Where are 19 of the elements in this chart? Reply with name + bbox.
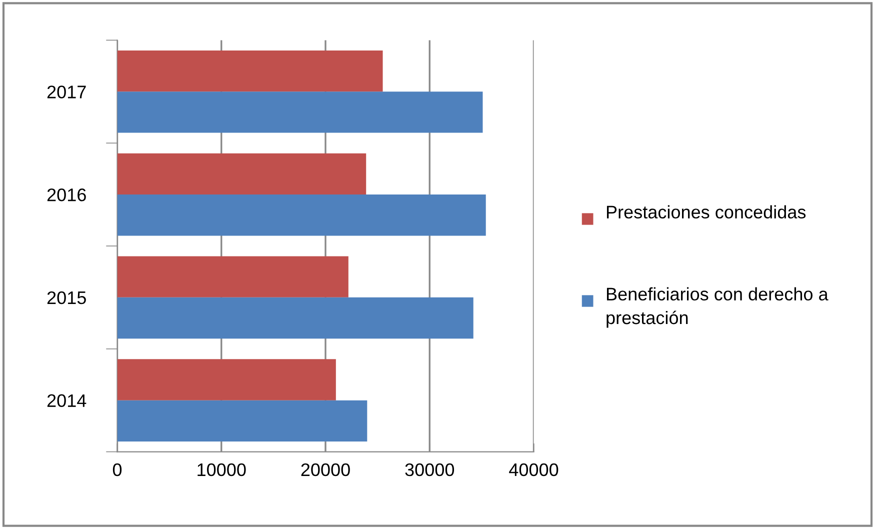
legend-label: Prestaciones concedidas [606, 205, 806, 219]
x-tick-label: 10000 [198, 463, 246, 476]
x-tick-label: 40000 [509, 463, 558, 476]
bar [117, 92, 483, 133]
x-tick-label: 20000 [301, 463, 350, 476]
bar [117, 359, 336, 400]
bar [117, 297, 474, 339]
bar [117, 194, 486, 236]
y-tick-label: 2017 [47, 86, 86, 98]
bar [117, 256, 348, 298]
x-tick-label: 30000 [405, 463, 454, 476]
x-tick-label: 0 [112, 463, 122, 476]
y-tick-label: 2016 [47, 188, 86, 202]
bar [117, 400, 368, 442]
bar [117, 153, 366, 195]
y-tick-label: 2015 [47, 291, 86, 304]
bar [117, 50, 383, 92]
y-tick-label: 2014 [47, 394, 86, 408]
legend-label: Beneficiarios con derecho a prestación [606, 287, 828, 328]
